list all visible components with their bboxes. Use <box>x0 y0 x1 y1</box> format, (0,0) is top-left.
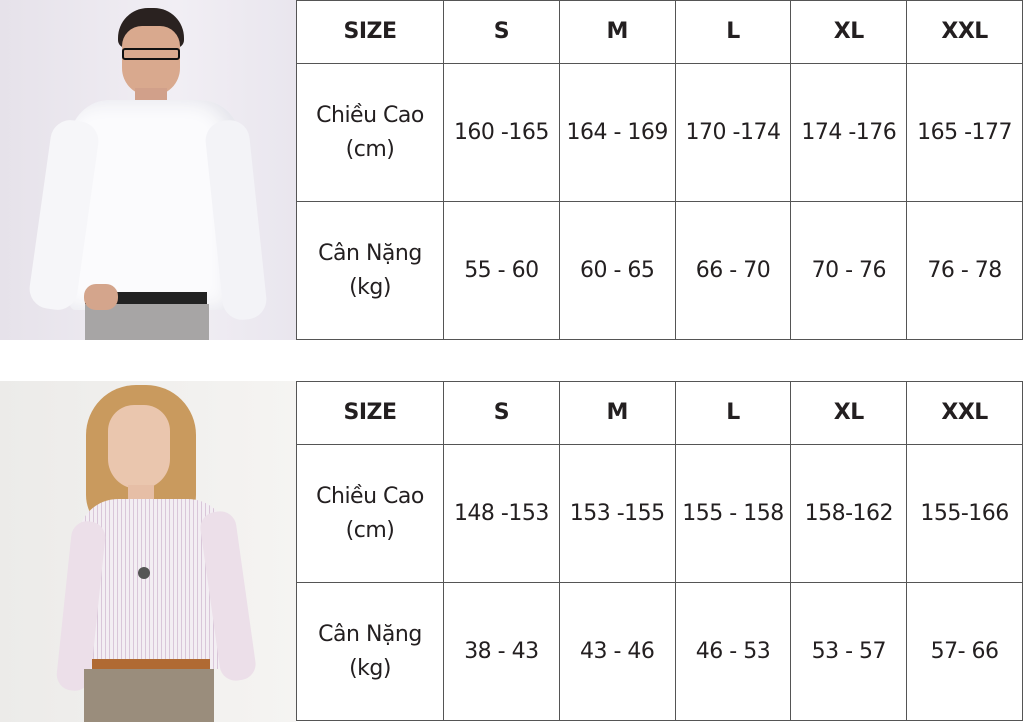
header-m: M <box>558 0 676 64</box>
row-label-height: Chiều Cao (cm) <box>296 63 444 202</box>
row-label-unit: (kg) <box>349 655 391 681</box>
man-model-photo <box>0 0 296 340</box>
header-s: S <box>443 381 560 445</box>
header-l: L <box>674 381 792 445</box>
cell: 155 - 158 <box>674 444 792 583</box>
header-xl: XL <box>790 0 908 64</box>
row-label-line1: Chiều Cao <box>316 483 424 509</box>
table-row-height: Chiều Cao (cm) 160 -165 164 - 169 170 -17… <box>296 63 1023 202</box>
row-label-line1: Cân Nặng <box>318 240 422 266</box>
header-size: SIZE <box>296 0 444 64</box>
header-xxl: XXL <box>906 381 1023 445</box>
table-row-weight: Cân Nặng (kg) 38 - 43 43 - 46 46 - 53 53 … <box>296 582 1023 721</box>
header-xl: XL <box>790 381 908 445</box>
cell: 170 -174 <box>674 63 792 202</box>
size-table-men: SIZE S M L XL XXL Chiều Cao (cm) 160 -165… <box>296 0 1023 340</box>
cell: 153 -155 <box>558 444 676 583</box>
cell: 76 - 78 <box>906 201 1023 340</box>
cell: 160 -165 <box>443 63 560 202</box>
cell: 38 - 43 <box>443 582 560 721</box>
header-xxl: XXL <box>906 0 1023 64</box>
cell: 46 - 53 <box>674 582 792 721</box>
cell: 55 - 60 <box>443 201 560 340</box>
woman-model-photo <box>0 381 296 722</box>
cell: 158-162 <box>790 444 908 583</box>
table-row-weight: Cân Nặng (kg) 55 - 60 60 - 65 66 - 70 70 … <box>296 201 1023 340</box>
cell: 60 - 65 <box>558 201 676 340</box>
table-header-row: SIZE S M L XL XXL <box>296 381 1023 445</box>
table-row-height: Chiều Cao (cm) 148 -153 153 -155 155 - 15… <box>296 444 1023 583</box>
row-label-height: Chiều Cao (cm) <box>296 444 444 583</box>
cell: 174 -176 <box>790 63 908 202</box>
header-size: SIZE <box>296 381 444 445</box>
row-label-weight: Cân Nặng (kg) <box>296 582 444 721</box>
row-label-unit: (kg) <box>349 274 391 300</box>
row-label-unit: (cm) <box>345 517 395 543</box>
table-header-row: SIZE S M L XL XXL <box>296 0 1023 64</box>
cell: 53 - 57 <box>790 582 908 721</box>
size-table-women: SIZE S M L XL XXL Chiều Cao (cm) 148 -153… <box>296 381 1023 721</box>
row-label-weight: Cân Nặng (kg) <box>296 201 444 340</box>
cell: 70 - 76 <box>790 201 908 340</box>
cell: 165 -177 <box>906 63 1023 202</box>
cell: 43 - 46 <box>558 582 676 721</box>
header-s: S <box>443 0 560 64</box>
header-m: M <box>558 381 676 445</box>
row-label-line1: Chiều Cao <box>316 102 424 128</box>
row-label-unit: (cm) <box>345 136 395 162</box>
cell: 57- 66 <box>906 582 1023 721</box>
header-l: L <box>674 0 792 64</box>
cell: 155-166 <box>906 444 1023 583</box>
cell: 66 - 70 <box>674 201 792 340</box>
row-label-line1: Cân Nặng <box>318 621 422 647</box>
cell: 164 - 169 <box>558 63 676 202</box>
cell: 148 -153 <box>443 444 560 583</box>
